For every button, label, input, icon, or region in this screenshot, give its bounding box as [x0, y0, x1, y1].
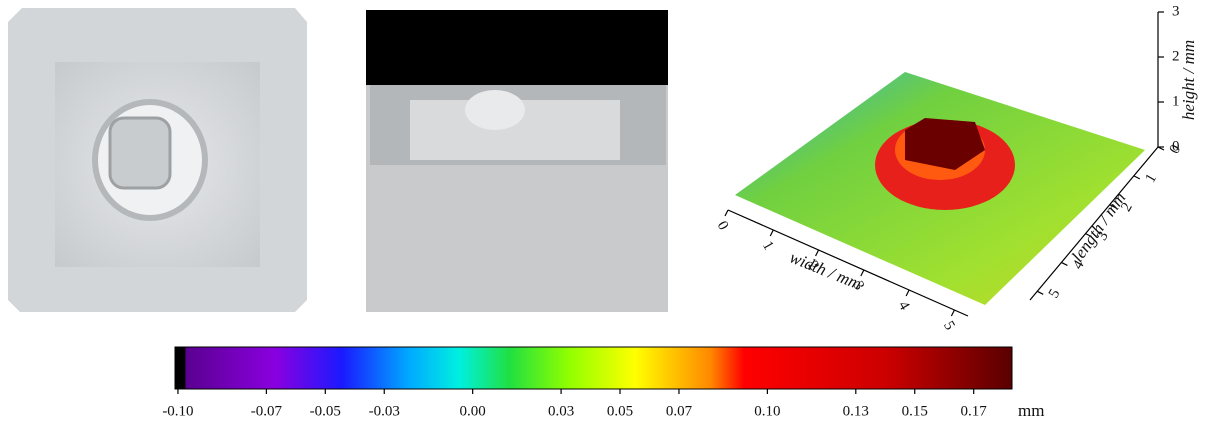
colorbar-tick-label: -0.03 — [369, 403, 400, 419]
axis-tick — [905, 289, 910, 297]
colorbar-tick-label: 0.03 — [548, 403, 574, 419]
axis-tick — [860, 269, 865, 277]
axis-tick-label: 5 — [940, 318, 958, 332]
axis-tick-label: 2 — [1172, 48, 1180, 64]
colorbar-tick-label: 0.07 — [666, 403, 693, 419]
surface-plot — [735, 72, 1145, 305]
colorbar-tick-label: 0.10 — [754, 403, 780, 419]
axis-tick — [1036, 290, 1044, 295]
axis-tick — [1133, 175, 1141, 180]
colorbar-tick-label: 0.13 — [843, 403, 869, 419]
colorbar-tick-label: -0.07 — [251, 403, 283, 419]
axis-tick — [815, 249, 820, 257]
axis-tick-label: 1 — [1172, 93, 1180, 109]
axis-tick-label: 0 — [1172, 138, 1180, 154]
axis-title: height / mm — [1179, 40, 1198, 120]
axis-title: width / mm — [787, 248, 864, 294]
axis-tick-label: 1 — [1142, 171, 1160, 185]
axis-tick-label: 1 — [759, 238, 777, 252]
photo-top-view — [8, 8, 307, 312]
axis-tick — [724, 209, 729, 217]
axis-tick — [950, 309, 955, 317]
axis-tick — [1085, 233, 1092, 238]
colorbar-tick-label: 0.15 — [902, 403, 928, 419]
axis-tick-label: 4 — [895, 298, 913, 313]
colorbar-tick-label: 0.05 — [607, 403, 633, 419]
axis-line — [1029, 146, 1159, 301]
colorbar — [174, 346, 1013, 390]
colorbar-tick-label: 0.17 — [961, 403, 988, 419]
axis-tick — [1061, 261, 1068, 267]
colorbar-tick-label: -0.10 — [162, 403, 193, 419]
axis-tick — [1109, 204, 1116, 209]
colorbar-tick-label: -0.05 — [310, 403, 341, 419]
axis-line — [727, 209, 969, 317]
colorbar-tick-label: 0.00 — [460, 403, 486, 419]
axis-tick — [769, 229, 774, 237]
axis-tick-label: 5 — [1046, 287, 1064, 301]
photo-side-view — [366, 10, 668, 312]
colorbar-unit: mm — [1018, 401, 1044, 420]
axis-tick-label: 3 — [1172, 3, 1180, 19]
axis-tick — [1157, 146, 1165, 151]
axis-tick-label: 0 — [714, 218, 732, 232]
